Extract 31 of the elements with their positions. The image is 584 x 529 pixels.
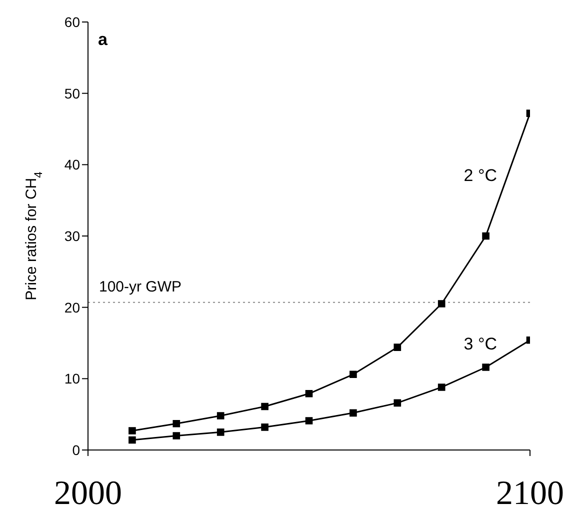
series-label: 3 °C xyxy=(464,334,498,354)
point xyxy=(438,300,446,308)
annotation: a xyxy=(98,30,108,50)
point xyxy=(350,370,357,378)
y-tick-label: 30 xyxy=(64,228,80,244)
y-tick-label: 60 xyxy=(64,14,80,30)
point xyxy=(305,417,313,424)
y-tick-label: 10 xyxy=(64,370,80,387)
point xyxy=(305,390,313,398)
ref-line-label: 100-yr GWP xyxy=(99,278,182,296)
x-tick-label: 2000 xyxy=(54,475,122,512)
point xyxy=(261,402,268,410)
x-tick-label: 2100 xyxy=(496,475,564,512)
y-tick-label: 20 xyxy=(64,299,80,316)
point xyxy=(350,409,357,417)
point xyxy=(482,232,490,240)
point xyxy=(394,399,402,407)
point xyxy=(216,412,224,420)
point xyxy=(482,364,490,371)
point xyxy=(172,420,180,428)
series-label: 2 °C xyxy=(464,166,498,185)
y-tick-label: 50 xyxy=(64,85,80,102)
point xyxy=(216,428,224,436)
point xyxy=(128,436,136,444)
point xyxy=(172,432,180,440)
point xyxy=(438,384,446,391)
y-tick-label: 0 xyxy=(72,442,80,458)
point xyxy=(261,424,268,431)
point xyxy=(128,427,136,434)
point xyxy=(394,344,402,351)
y-tick-label: 40 xyxy=(64,156,80,173)
